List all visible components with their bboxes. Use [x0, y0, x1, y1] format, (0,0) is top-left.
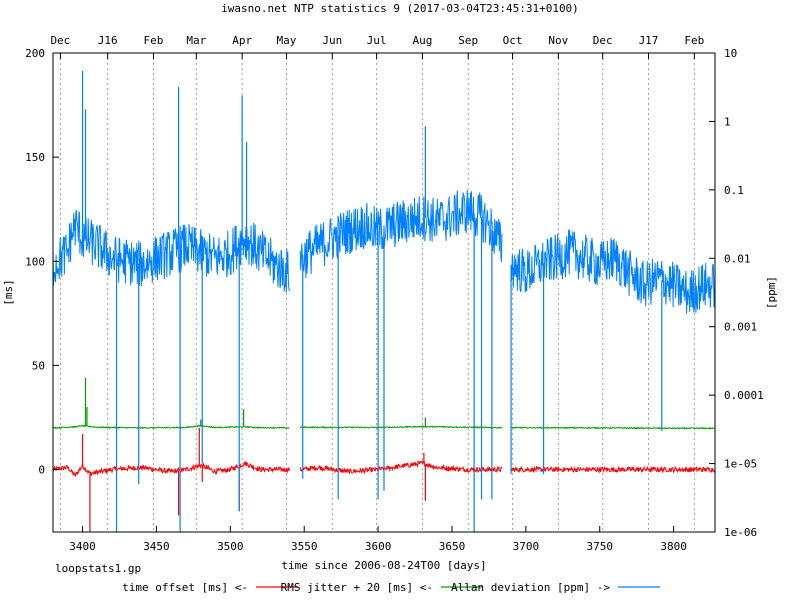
month-tick-label: J17 — [639, 34, 659, 47]
plot-border — [52, 52, 716, 533]
y-tick-label: 100 — [25, 255, 45, 268]
month-tick-label: Apr — [232, 34, 252, 47]
month-tick-label: Nov — [548, 34, 568, 47]
month-tick-label: Feb — [144, 34, 164, 47]
y-axis-label: [ms] — [2, 279, 15, 306]
series-line — [52, 189, 716, 314]
month-tick-label: Aug — [412, 34, 432, 47]
month-tick-label: Oct — [503, 34, 523, 47]
series-line — [52, 424, 716, 430]
y2-tick-label: 1 — [724, 115, 731, 128]
legend: time offset [ms] <- RMS jitter + 20 [ms] … — [122, 581, 660, 594]
month-tick-label: Sep — [458, 34, 478, 47]
y2-tick-label: 0.1 — [724, 184, 744, 197]
y-tick-label: 200 — [25, 47, 45, 60]
y-tick-label: 0 — [38, 464, 45, 477]
y2-tick-label: 0.01 — [724, 252, 751, 265]
y2-tick-label: 1e-06 — [724, 526, 757, 539]
y2-tick-label: 1e-05 — [724, 458, 757, 471]
month-tick-label: Feb — [684, 34, 704, 47]
x-tick-label: 3500 — [217, 540, 244, 553]
y2-axis-label: [ppm] — [765, 276, 778, 309]
y2-tick-label: 0.001 — [724, 321, 757, 334]
x-tick-label: 3800 — [660, 540, 687, 553]
x-tick-label: 3700 — [513, 540, 540, 553]
series-line — [52, 459, 716, 477]
x-tick-label: 3600 — [365, 540, 392, 553]
y-tick-label: 50 — [32, 359, 45, 372]
month-tick-label: Jul — [367, 34, 387, 47]
x-tick-label: 3400 — [69, 540, 96, 553]
month-tick-label: Jun — [322, 34, 342, 47]
footer-filename: loopstats1.gp — [55, 562, 141, 575]
month-tick-label: Dec — [593, 34, 613, 47]
y2-tick-label: 0.0001 — [724, 389, 764, 402]
legend-label: RMS jitter + 20 [ms] <- — [281, 581, 433, 594]
month-tick-label: J16 — [98, 34, 118, 47]
month-grid — [59, 53, 695, 532]
x-tick-label: 3550 — [291, 540, 318, 553]
x-tick-label: 3750 — [586, 540, 613, 553]
month-tick-label: Dec — [50, 34, 70, 47]
axes: Dec J16 Feb Mar Apr May Jun Jul Aug Sep Oct Nov Dec J… — [25, 34, 764, 553]
x-axis-label: time since 2006-08-24T00 [days] — [281, 559, 486, 572]
y-tick-label: 150 — [25, 151, 45, 164]
y2-tick-label: 10 — [724, 47, 737, 60]
chart-title: iwasno.net NTP statistics 9 (2017-03-04T… — [221, 2, 579, 15]
month-tick-label: May — [277, 34, 297, 47]
month-tick-label: Mar — [186, 34, 206, 47]
legend-label: time offset [ms] <- — [122, 581, 248, 594]
plot-series — [52, 70, 716, 532]
x-tick-label: 3650 — [439, 540, 466, 553]
legend-label: Allan deviation [ppm] -> — [451, 581, 610, 594]
x-tick-label: 3450 — [143, 540, 170, 553]
